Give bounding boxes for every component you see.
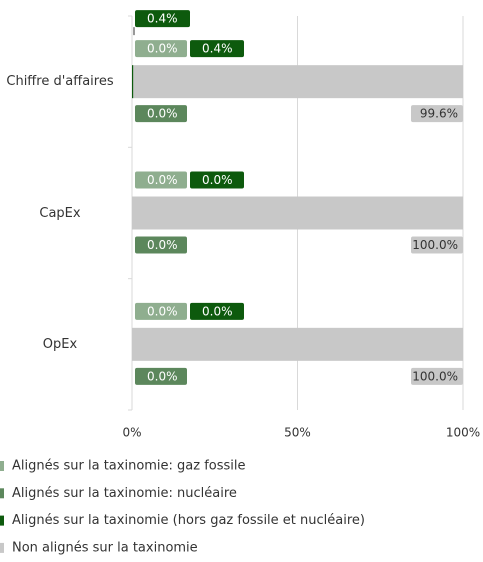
data-label-box bbox=[135, 105, 187, 123]
data-label: 0.0% bbox=[202, 304, 233, 318]
data-label: 100.0% bbox=[412, 238, 458, 252]
bar-segment bbox=[133, 65, 463, 99]
data-label: 0.0% bbox=[147, 304, 178, 318]
x-tick-label: 0% bbox=[122, 426, 141, 440]
data-label-box bbox=[135, 171, 187, 189]
category-label: Chiffre d'affaires bbox=[6, 74, 114, 90]
bar-segment bbox=[132, 327, 463, 361]
legend-swatch bbox=[0, 515, 4, 526]
bar-segment bbox=[132, 65, 134, 99]
legend-label: Alignés sur la taxinomie: nucléaire bbox=[12, 486, 237, 501]
data-label-box bbox=[411, 105, 463, 123]
legend-label: Non alignés sur la taxinomie bbox=[12, 540, 198, 555]
data-label-box bbox=[135, 40, 187, 58]
data-label-box bbox=[135, 302, 187, 320]
data-label: 0.0% bbox=[147, 42, 178, 56]
data-label: 0.4% bbox=[147, 12, 178, 26]
category-label: CapEx bbox=[39, 205, 81, 221]
legend-label: Alignés sur la taxinomie: gaz fossile bbox=[12, 459, 246, 474]
legend-swatch bbox=[0, 542, 4, 553]
x-tick-label: 100% bbox=[446, 426, 480, 440]
data-label-box bbox=[190, 40, 244, 58]
data-label-box bbox=[190, 171, 244, 189]
data-label-box bbox=[135, 367, 187, 385]
data-label-box bbox=[135, 236, 187, 254]
data-label: 0.0% bbox=[147, 238, 178, 252]
data-label-box bbox=[135, 10, 190, 28]
data-label: 0.0% bbox=[147, 369, 178, 383]
data-label-box bbox=[411, 236, 463, 254]
legend-label: Alignés sur la taxinomie (hors gaz fossi… bbox=[12, 513, 365, 528]
legend-swatch bbox=[0, 461, 4, 471]
data-label: 0.0% bbox=[147, 107, 178, 121]
data-label-box bbox=[411, 367, 463, 385]
data-label: 0.0% bbox=[147, 173, 178, 187]
data-label: 99.6% bbox=[420, 107, 458, 121]
data-label: 100.0% bbox=[412, 369, 458, 383]
category-label: OpEx bbox=[42, 336, 78, 352]
data-label: 0.0% bbox=[202, 173, 233, 187]
bar-segment bbox=[132, 196, 463, 230]
x-tick-label: 50% bbox=[284, 426, 311, 440]
legend-swatch bbox=[0, 488, 4, 499]
data-label-box bbox=[190, 302, 244, 320]
data-label: 0.4% bbox=[202, 42, 233, 56]
